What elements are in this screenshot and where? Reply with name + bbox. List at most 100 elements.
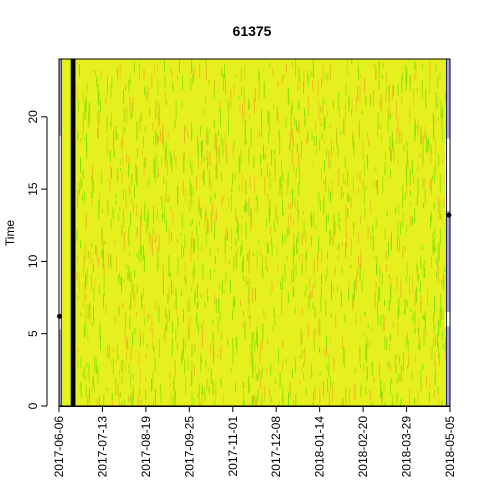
heatmap-cell bbox=[319, 347, 320, 353]
heatmap-cell bbox=[151, 339, 153, 350]
heatmap-cell bbox=[127, 339, 129, 350]
heatmap-cell bbox=[197, 135, 198, 154]
heatmap-cell bbox=[322, 197, 324, 216]
heatmap-cell bbox=[257, 333, 258, 349]
heatmap-cell bbox=[92, 379, 94, 386]
heatmap-cell bbox=[83, 190, 85, 205]
heatmap-cell bbox=[239, 104, 241, 115]
x-axis: 2017-06-06 2017-07-13 2017-08-19 2017-09-25… bbox=[52, 406, 457, 477]
heatmap-cell bbox=[290, 109, 292, 124]
heatmap-cell bbox=[202, 391, 204, 397]
heatmap-cell bbox=[359, 264, 361, 282]
heatmap-cell bbox=[406, 171, 408, 186]
heatmap-cell bbox=[181, 243, 183, 259]
heatmap-cell bbox=[271, 236, 273, 247]
heatmap-cell bbox=[349, 388, 350, 406]
heatmap-cell bbox=[155, 153, 157, 172]
heatmap-cell bbox=[115, 377, 117, 395]
heatmap-cell bbox=[248, 292, 250, 309]
heatmap-cell bbox=[267, 163, 268, 178]
heatmap-cell bbox=[252, 355, 254, 371]
heatmap-cell bbox=[232, 145, 234, 159]
heatmap-cell bbox=[159, 129, 161, 142]
heatmap-cell bbox=[143, 244, 144, 260]
heatmap-cell bbox=[293, 137, 295, 148]
heatmap-cell bbox=[301, 264, 303, 276]
heatmap-cell bbox=[114, 238, 116, 246]
heatmap-cell bbox=[335, 247, 337, 251]
heatmap-cell bbox=[77, 348, 79, 353]
heatmap-cell bbox=[248, 98, 250, 110]
heatmap-cell bbox=[172, 81, 174, 91]
heatmap-cell bbox=[256, 250, 258, 269]
heatmap-cell bbox=[279, 137, 281, 156]
heatmap-cell bbox=[93, 305, 94, 321]
heatmap-cell bbox=[254, 88, 256, 102]
heatmap-cell bbox=[236, 337, 238, 355]
heatmap-cell bbox=[239, 156, 241, 173]
heatmap-cell bbox=[181, 214, 182, 226]
heatmap-cell bbox=[292, 369, 293, 379]
heatmap-cell bbox=[252, 395, 254, 406]
heatmap-cell bbox=[363, 270, 365, 279]
heatmap-cell bbox=[289, 131, 291, 144]
heatmap-cell bbox=[409, 280, 410, 295]
heatmap-cell bbox=[212, 331, 214, 348]
heatmap-cell bbox=[249, 344, 251, 349]
heatmap-cell bbox=[386, 264, 388, 272]
heatmap-cell bbox=[152, 398, 154, 406]
heatmap-cell bbox=[414, 61, 416, 70]
heatmap-cell bbox=[184, 359, 186, 374]
heatmap-cell bbox=[191, 218, 193, 225]
heatmap-cell bbox=[396, 126, 398, 143]
heatmap-cell bbox=[325, 176, 327, 193]
heatmap-cell bbox=[338, 93, 340, 101]
heatmap-cell bbox=[210, 269, 211, 281]
heatmap-cell bbox=[360, 249, 362, 268]
heatmap-cell bbox=[85, 96, 87, 112]
heatmap-cell bbox=[276, 107, 278, 121]
heatmap-cell bbox=[421, 136, 423, 144]
heatmap-cell bbox=[437, 385, 439, 395]
heatmap-cell bbox=[254, 208, 256, 212]
heatmap-cell bbox=[124, 327, 126, 343]
heatmap-cell bbox=[307, 95, 309, 113]
heatmap-cell bbox=[91, 199, 93, 206]
heatmap-cell bbox=[321, 273, 323, 285]
heatmap-cell bbox=[279, 372, 281, 389]
heatmap-cell bbox=[110, 164, 112, 178]
heatmap-cell bbox=[315, 136, 317, 147]
heatmap-cell bbox=[165, 307, 167, 319]
heatmap-cell bbox=[90, 251, 92, 264]
heatmap-cell bbox=[255, 395, 257, 406]
heatmap-cell bbox=[317, 92, 319, 97]
heatmap-cell bbox=[398, 355, 400, 364]
heatmap-cell bbox=[163, 278, 164, 295]
heatmap-cell bbox=[438, 398, 440, 406]
heatmap-cell bbox=[298, 67, 300, 82]
heatmap-cell bbox=[271, 282, 273, 291]
heatmap-cell bbox=[273, 150, 275, 155]
heatmap-cell bbox=[438, 342, 439, 359]
heatmap-cell bbox=[401, 75, 403, 93]
heatmap-cell bbox=[182, 75, 184, 90]
heatmap-cell bbox=[157, 62, 159, 71]
heatmap-cell bbox=[152, 228, 154, 237]
heatmap-cell bbox=[117, 168, 119, 183]
heatmap-cell bbox=[354, 368, 356, 374]
heatmap-cell bbox=[162, 264, 164, 283]
heatmap-cell bbox=[397, 91, 399, 96]
heatmap-cell bbox=[212, 203, 214, 214]
heatmap-cell bbox=[409, 387, 411, 405]
heatmap-cell bbox=[219, 101, 221, 112]
heatmap-cell bbox=[165, 220, 167, 233]
heatmap-cell bbox=[329, 231, 331, 246]
heatmap-cell bbox=[395, 363, 397, 374]
heatmap-cell bbox=[379, 60, 381, 66]
heatmap-cell bbox=[258, 70, 260, 81]
heatmap-cell bbox=[216, 167, 218, 180]
heatmap-cell bbox=[440, 100, 442, 118]
heatmap-cell bbox=[346, 59, 348, 75]
heatmap-cell bbox=[207, 367, 209, 371]
heatmap-cell bbox=[428, 391, 430, 402]
